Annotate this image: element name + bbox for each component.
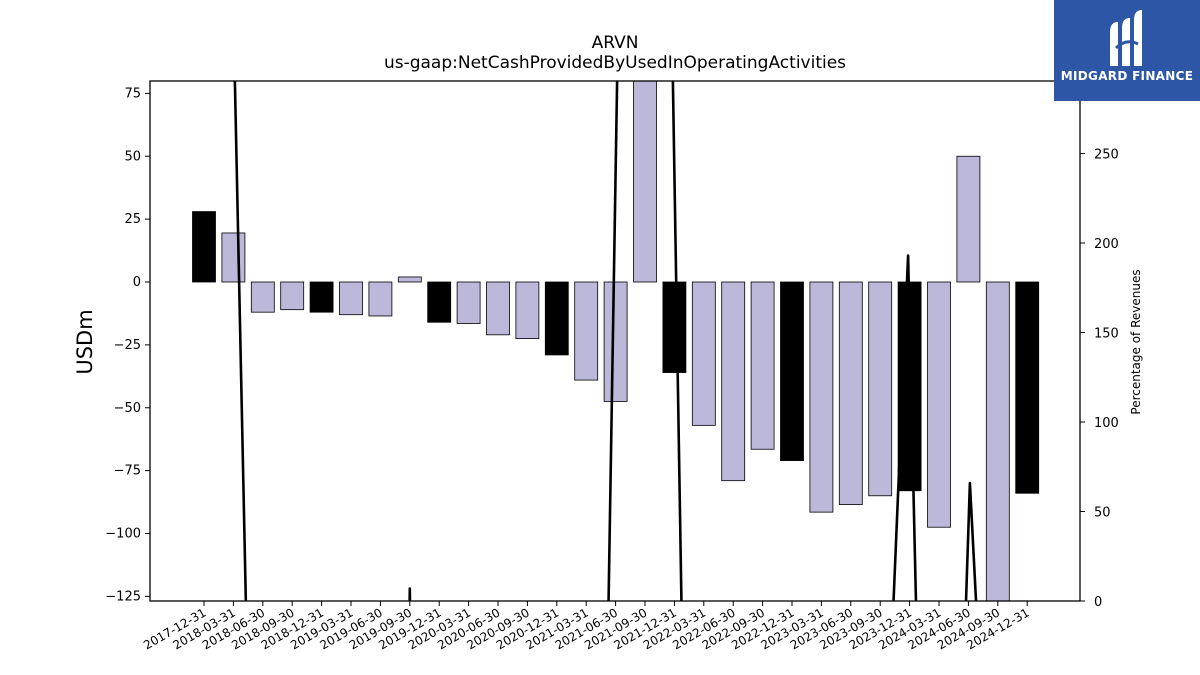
- bar: [250, 281, 275, 313]
- bar: [368, 281, 393, 317]
- y2-tick-label: 200: [1094, 237, 1119, 252]
- y-axis: 75 50 25 0 −25 −50 −75 −100 −125: [105, 86, 150, 604]
- bar: [956, 155, 981, 283]
- y2-tick-label: 50: [1094, 506, 1111, 521]
- y-tick-label: −75: [114, 464, 141, 479]
- bar: [838, 281, 863, 505]
- y2-axis-label: Percentage of Revenues: [1129, 269, 1143, 414]
- bar: [574, 281, 599, 381]
- bar: [397, 276, 422, 283]
- bar: [721, 281, 746, 482]
- bar: [985, 281, 1010, 601]
- y2-axis: 0 50 100 150 200 250: [1080, 148, 1119, 610]
- bar: [515, 281, 540, 339]
- brand-name: MIDGARD FINANCE: [1060, 69, 1194, 83]
- bar: [427, 281, 452, 323]
- bar: [1015, 281, 1040, 494]
- y-tick-label: 25: [124, 212, 141, 227]
- midgard-m-logo-icon: [1110, 10, 1142, 66]
- y-tick-label: −50: [114, 401, 141, 416]
- bar: [339, 281, 363, 316]
- y-tick-label: 0: [133, 275, 141, 290]
- bar-series: [192, 81, 1040, 601]
- y-tick-label: −100: [105, 527, 141, 542]
- y2-tick-label: 100: [1094, 416, 1119, 431]
- y2-tick-label: 150: [1094, 327, 1119, 342]
- bar: [809, 281, 834, 513]
- chart-subtitle: us-gaap:NetCashProvidedByUsedInOperating…: [384, 53, 846, 73]
- y-tick-label: −25: [114, 338, 141, 353]
- y-axis-label: USDm: [73, 309, 97, 374]
- bar: [456, 281, 481, 324]
- bar: [927, 281, 951, 528]
- bar: [662, 281, 687, 373]
- plot-frame: [149, 80, 1081, 602]
- bar: [750, 281, 775, 450]
- bar: [868, 281, 893, 497]
- y2-tick-label: 0: [1094, 595, 1102, 610]
- bar: [633, 81, 657, 283]
- y-tick-label: 50: [124, 149, 141, 164]
- bar: [309, 281, 334, 313]
- y-tick-label: −125: [105, 589, 141, 604]
- bar: [486, 281, 510, 336]
- y-tick-label: 75: [124, 86, 141, 101]
- bar: [691, 281, 716, 426]
- bar: [603, 281, 628, 402]
- bar: [280, 281, 305, 311]
- chart-title: ARVN: [592, 33, 639, 53]
- bar: [192, 211, 216, 283]
- bar: [221, 232, 246, 283]
- brand-logo: MIDGARD FINANCE: [1054, 0, 1200, 101]
- bar: [544, 281, 569, 356]
- x-axis: 2017-12-312018-03-312018-06-302018-09-30…: [141, 601, 1032, 652]
- y2-tick-label: 250: [1094, 148, 1119, 163]
- bar: [780, 281, 804, 461]
